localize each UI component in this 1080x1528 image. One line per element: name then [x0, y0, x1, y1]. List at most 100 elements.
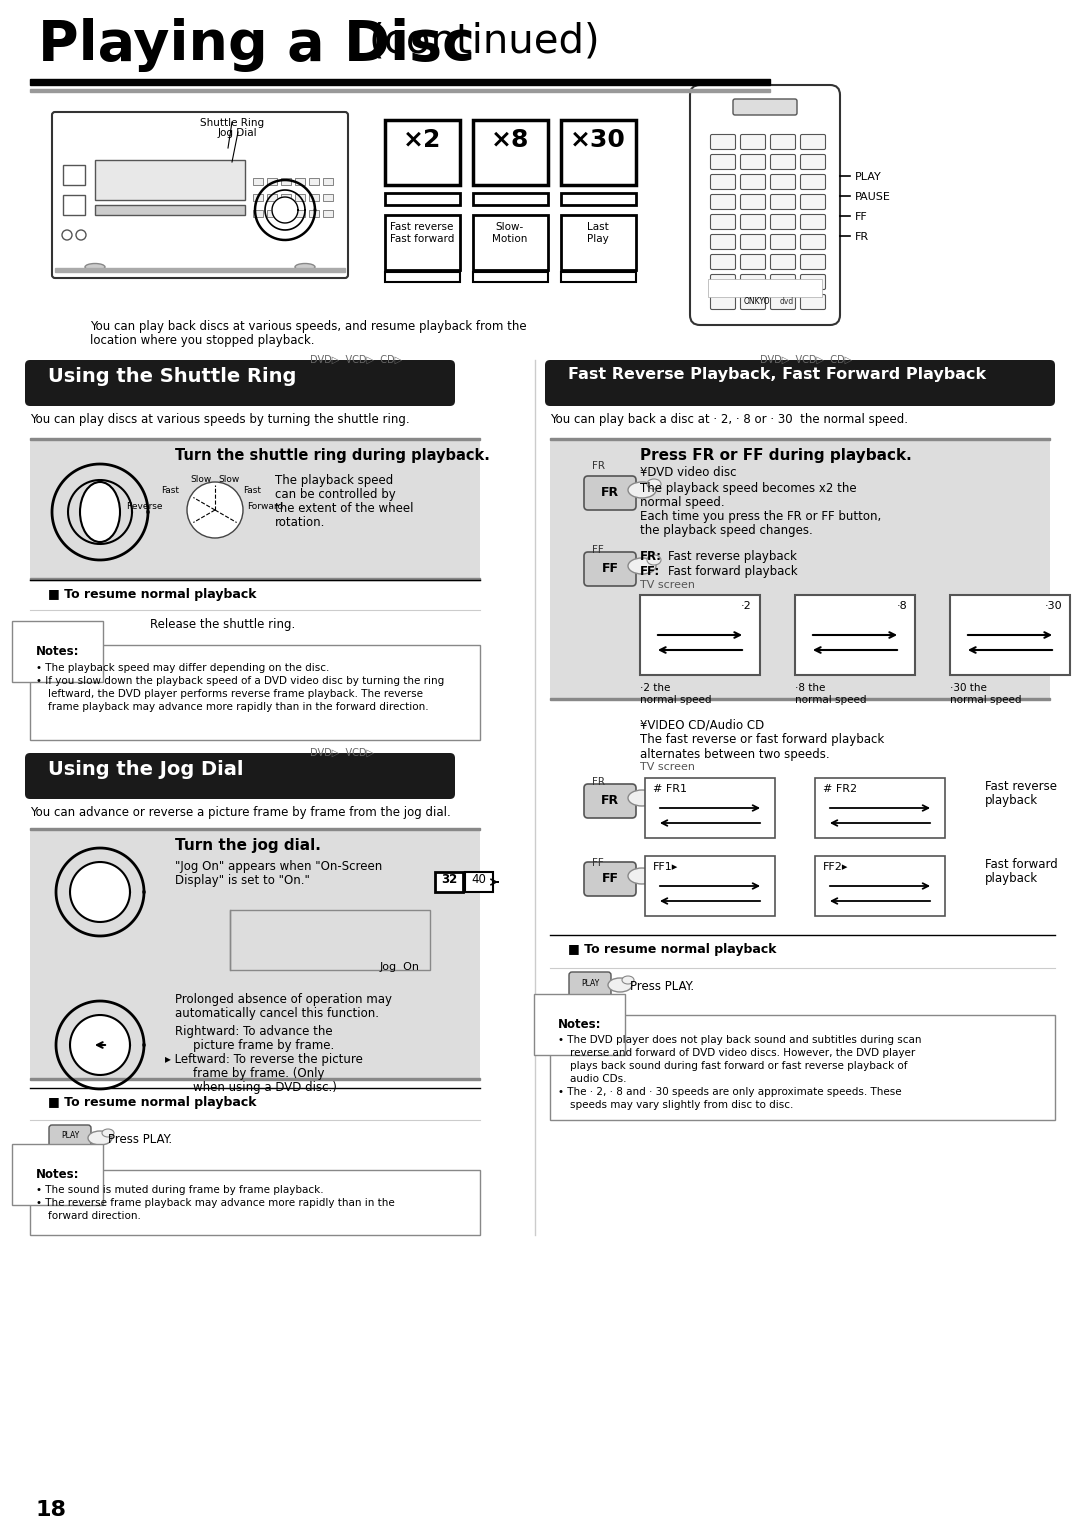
- Text: You can advance or reverse a picture frame by frame from the jog dial.: You can advance or reverse a picture fra…: [30, 805, 450, 819]
- FancyBboxPatch shape: [711, 234, 735, 249]
- Text: ·30 the: ·30 the: [950, 683, 987, 694]
- FancyBboxPatch shape: [711, 174, 735, 189]
- Bar: [561, 193, 636, 205]
- FancyBboxPatch shape: [741, 214, 766, 229]
- Bar: [30, 79, 770, 86]
- Bar: [323, 177, 333, 185]
- Text: Prolonged absence of operation may: Prolonged absence of operation may: [175, 993, 392, 1005]
- Text: Using the Jog Dial: Using the Jog Dial: [48, 759, 243, 779]
- FancyBboxPatch shape: [800, 255, 825, 269]
- Text: reverse and forward of DVD video discs. However, the DVD player: reverse and forward of DVD video discs. …: [570, 1048, 915, 1057]
- Text: ·30: ·30: [1044, 601, 1062, 611]
- Text: FR: FR: [592, 461, 605, 471]
- Text: Press PLAY.: Press PLAY.: [630, 979, 694, 993]
- Text: Fast forward: Fast forward: [985, 859, 1057, 871]
- Text: ·2 the: ·2 the: [640, 683, 671, 694]
- Text: Each time you press the FR or FF button,: Each time you press the FR or FF button,: [640, 510, 881, 523]
- Bar: [230, 911, 430, 970]
- Text: ¥VIDEO CD/Audio CD: ¥VIDEO CD/Audio CD: [640, 718, 765, 730]
- Bar: [30, 1077, 480, 1080]
- Text: You can play discs at various speeds by turning the shuttle ring.: You can play discs at various speeds by …: [30, 413, 409, 426]
- Text: # FR2: # FR2: [823, 784, 858, 795]
- Text: Play: Play: [588, 234, 609, 244]
- Text: Fast reverse: Fast reverse: [985, 779, 1057, 793]
- Text: DVD▷  VCD▷  CD▷: DVD▷ VCD▷ CD▷: [760, 354, 852, 365]
- Text: normal speed: normal speed: [640, 695, 712, 704]
- Text: ■ To resume normal playback: ■ To resume normal playback: [48, 1096, 257, 1109]
- Text: can be controlled by: can be controlled by: [275, 487, 395, 501]
- Text: Notes:: Notes:: [36, 645, 80, 659]
- Bar: [384, 215, 460, 270]
- Text: ■ To resume normal playback: ■ To resume normal playback: [48, 588, 257, 601]
- Bar: [63, 196, 85, 215]
- Text: Forward: Forward: [247, 503, 283, 510]
- Text: Rightward: To advance the: Rightward: To advance the: [175, 1025, 333, 1038]
- Text: Fast forward: Fast forward: [390, 234, 455, 244]
- Text: Press FR or FF during playback.: Press FR or FF during playback.: [640, 448, 912, 463]
- Text: FF1▸: FF1▸: [653, 862, 678, 872]
- FancyBboxPatch shape: [800, 275, 825, 289]
- FancyBboxPatch shape: [770, 154, 796, 170]
- Text: PAUSE: PAUSE: [855, 193, 891, 202]
- Bar: [267, 209, 276, 217]
- Bar: [561, 121, 636, 185]
- Text: ▸ Leftward: To reverse the picture: ▸ Leftward: To reverse the picture: [165, 1053, 363, 1067]
- Bar: [950, 594, 1070, 675]
- Text: the extent of the wheel: the extent of the wheel: [275, 503, 414, 515]
- Text: audio CDs.: audio CDs.: [570, 1074, 626, 1083]
- Bar: [309, 194, 319, 202]
- FancyBboxPatch shape: [770, 255, 796, 269]
- FancyBboxPatch shape: [711, 275, 735, 289]
- FancyBboxPatch shape: [584, 552, 636, 587]
- Text: PLAY: PLAY: [855, 173, 881, 182]
- FancyBboxPatch shape: [800, 194, 825, 209]
- Bar: [295, 209, 305, 217]
- Bar: [795, 594, 915, 675]
- FancyBboxPatch shape: [741, 275, 766, 289]
- Text: frame by frame. (Only: frame by frame. (Only: [193, 1067, 324, 1080]
- Bar: [295, 194, 305, 202]
- FancyBboxPatch shape: [770, 134, 796, 150]
- FancyBboxPatch shape: [690, 86, 840, 325]
- Text: Last: Last: [588, 222, 609, 232]
- Circle shape: [187, 481, 243, 538]
- FancyBboxPatch shape: [741, 154, 766, 170]
- Circle shape: [62, 231, 72, 240]
- Text: Slow-: Slow-: [496, 222, 524, 232]
- Text: DVD▷  VCD▷: DVD▷ VCD▷: [310, 749, 374, 758]
- Text: playback: playback: [985, 872, 1038, 885]
- Text: location where you stopped playback.: location where you stopped playback.: [90, 335, 314, 347]
- Bar: [473, 272, 548, 283]
- Text: Fast: Fast: [161, 486, 179, 495]
- FancyBboxPatch shape: [584, 784, 636, 817]
- FancyBboxPatch shape: [741, 255, 766, 269]
- Bar: [473, 121, 548, 185]
- Bar: [30, 1170, 480, 1235]
- Bar: [95, 160, 245, 200]
- Text: ×30: ×30: [570, 128, 626, 151]
- Text: alternates between two speeds.: alternates between two speeds.: [640, 749, 829, 761]
- Polygon shape: [70, 1015, 130, 1076]
- Text: ■ To resume normal playback: ■ To resume normal playback: [568, 943, 777, 957]
- Text: # FR1: # FR1: [653, 784, 687, 795]
- FancyBboxPatch shape: [569, 972, 611, 998]
- Text: Jog  On: Jog On: [380, 963, 420, 972]
- Bar: [550, 1015, 1055, 1120]
- Text: normal speed: normal speed: [795, 695, 866, 704]
- FancyBboxPatch shape: [25, 753, 455, 799]
- Text: Fast reverse playback: Fast reverse playback: [669, 550, 797, 562]
- Bar: [281, 194, 291, 202]
- FancyBboxPatch shape: [741, 234, 766, 249]
- Bar: [253, 177, 264, 185]
- Bar: [815, 856, 945, 915]
- Bar: [30, 439, 480, 440]
- Text: FF: FF: [592, 859, 604, 868]
- Ellipse shape: [647, 478, 661, 489]
- Ellipse shape: [627, 790, 656, 805]
- Bar: [309, 209, 319, 217]
- Text: Fast forward playback: Fast forward playback: [669, 565, 798, 578]
- FancyBboxPatch shape: [800, 134, 825, 150]
- Text: • The DVD player does not play back sound and subtitles during scan: • The DVD player does not play back soun…: [558, 1034, 921, 1045]
- Bar: [550, 439, 1050, 440]
- Text: ·8: ·8: [896, 601, 907, 611]
